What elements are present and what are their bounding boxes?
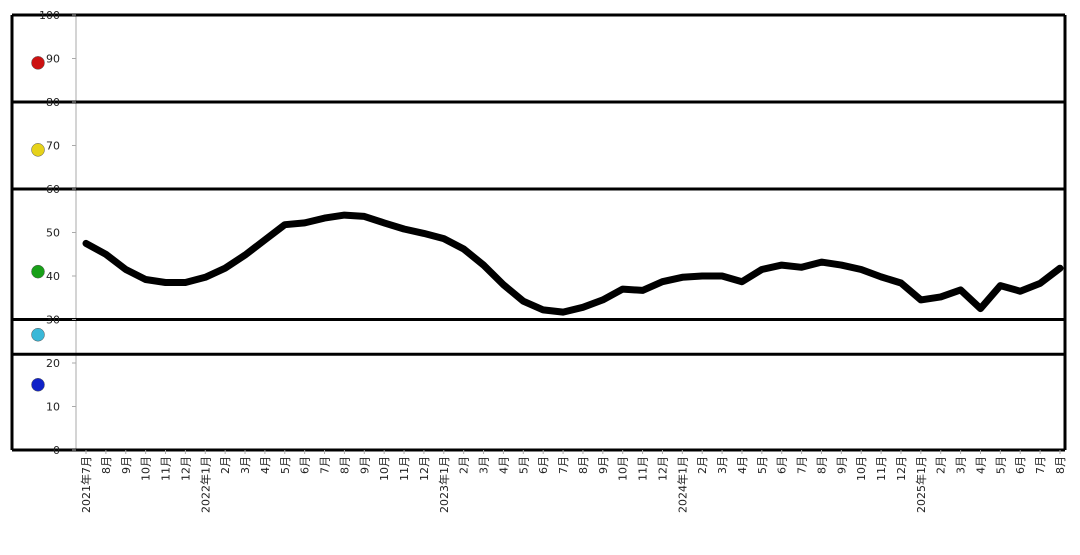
- y-tick-label: 70: [46, 140, 60, 153]
- data-line: [82, 211, 1064, 316]
- x-tick-label: 6月: [776, 456, 789, 474]
- y-tick-label: 80: [46, 96, 60, 109]
- y-tick-label: 60: [46, 183, 60, 196]
- zone-marker: [31, 327, 45, 342]
- x-tick-label: 2月: [696, 456, 709, 474]
- y-tick-label: 20: [46, 357, 60, 370]
- y-tick-label: 50: [46, 227, 60, 240]
- x-tick-label: 4月: [974, 456, 987, 474]
- x-tick-label: 8月: [577, 456, 590, 474]
- x-tick-label: 11月: [637, 456, 650, 481]
- x-tick-label: 9月: [597, 456, 610, 474]
- x-tick-label: 10月: [617, 456, 630, 481]
- x-tick-label: 5月: [517, 456, 530, 474]
- x-tick-label: 7月: [319, 456, 332, 474]
- x-tick-label: 5月: [994, 456, 1007, 474]
- x-tick-label: 2023年1月: [437, 456, 451, 513]
- x-tick-label: 5月: [279, 456, 292, 474]
- x-tick-label: 2月: [458, 456, 471, 474]
- x-tick-label: 3月: [716, 456, 729, 474]
- x-tick-label: 10月: [855, 456, 868, 481]
- zone-marker: [31, 143, 45, 157]
- x-tick-label: 3月: [955, 456, 968, 474]
- x-tick-label: 11月: [875, 456, 888, 481]
- x-tick-label: 7月: [557, 456, 570, 474]
- x-tick-label: 2024年1月: [675, 456, 689, 513]
- x-tick-label: 9月: [358, 456, 371, 474]
- x-tick-label: 2月: [935, 456, 948, 474]
- x-tick-label: 2021年7月: [79, 456, 93, 513]
- x-tick-label: 8月: [815, 456, 828, 474]
- x-tick-label: 11月: [160, 456, 173, 481]
- x-tick-label: 12月: [895, 456, 908, 481]
- y-tick-label: 10: [46, 401, 60, 414]
- y-tick-label: 0: [53, 444, 60, 457]
- x-tick-label: 8月: [1054, 456, 1067, 474]
- zone-marker: [31, 378, 45, 392]
- x-tick-label: 8月: [100, 456, 113, 474]
- y-tick-label: 40: [46, 270, 60, 283]
- x-tick-label: 5月: [756, 456, 769, 474]
- x-tick-label: 7月: [796, 456, 809, 474]
- x-tick-label: 6月: [299, 456, 312, 474]
- x-tick-label: 2022年1月: [198, 456, 212, 513]
- x-tick-label: 12月: [418, 456, 431, 481]
- x-tick-label: 9月: [835, 456, 848, 474]
- zone-marker: [31, 264, 45, 279]
- x-tick-label: 11月: [398, 456, 411, 481]
- x-tick-label: 2月: [219, 456, 232, 474]
- x-tick-label: 10月: [140, 456, 153, 481]
- x-tick-label: 4月: [497, 456, 510, 474]
- y-tick-label: 100: [39, 9, 60, 22]
- x-tick-label: 7月: [1034, 456, 1047, 474]
- x-tick-label: 12月: [656, 456, 669, 481]
- x-tick-label: 6月: [1014, 456, 1027, 474]
- y-tick-label: 30: [46, 314, 60, 327]
- x-tick-label: 2025年1月: [914, 456, 928, 513]
- y-tick-label: 90: [46, 53, 60, 66]
- x-tick-label: 12月: [179, 456, 192, 481]
- x-tick-label: 10月: [378, 456, 391, 481]
- x-tick-label: 3月: [478, 456, 491, 474]
- zone-marker: [31, 56, 45, 70]
- x-tick-label: 6月: [537, 456, 550, 474]
- x-tick-label: 8月: [338, 456, 351, 474]
- x-tick-label: 4月: [736, 456, 749, 474]
- x-tick-label: 4月: [259, 456, 272, 474]
- x-tick-label: 3月: [239, 456, 252, 474]
- x-tick-label: 9月: [120, 456, 133, 474]
